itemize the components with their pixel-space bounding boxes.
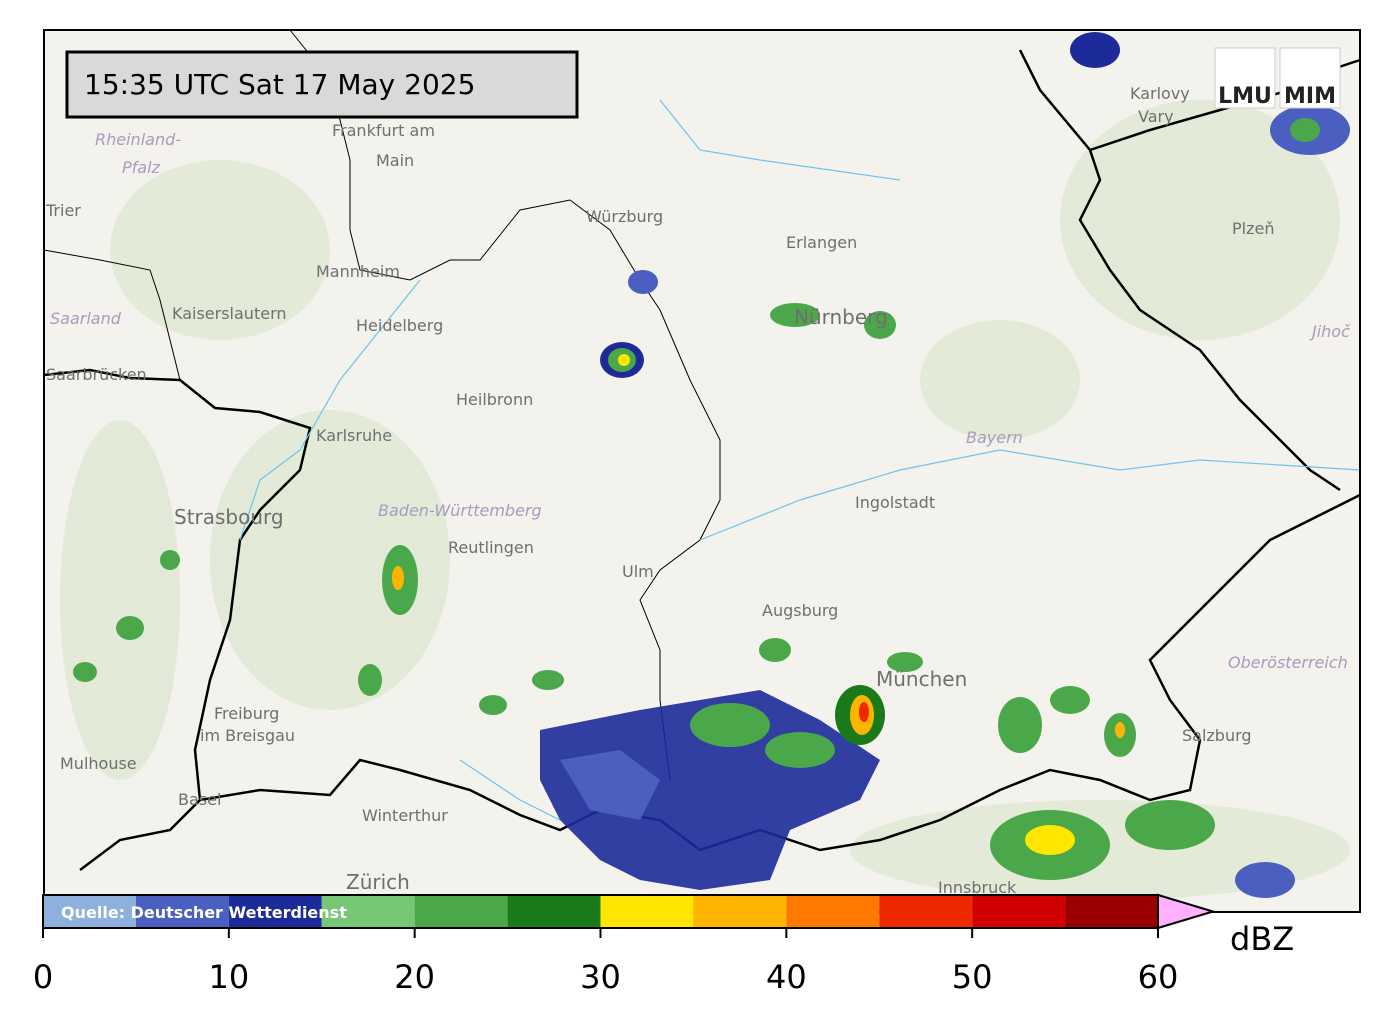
colorbar-segment bbox=[135, 895, 229, 928]
place-label: Winterthur bbox=[362, 806, 448, 825]
place-label: Salzburg bbox=[1182, 726, 1252, 745]
colorbar-segment bbox=[414, 895, 508, 928]
place-label: Karlsruhe bbox=[316, 426, 392, 445]
place-label: Erlangen bbox=[786, 233, 857, 252]
colorbar-segment bbox=[600, 895, 694, 928]
place-label: Freiburg bbox=[214, 704, 279, 723]
place-label: Saarbrücken bbox=[46, 365, 147, 384]
colorbar-segment bbox=[228, 895, 322, 928]
colorbar-segment bbox=[1065, 895, 1158, 928]
colorbar-tick-label: 40 bbox=[766, 958, 807, 996]
state-borders bbox=[43, 29, 721, 781]
place-label: Nürnberg bbox=[794, 305, 888, 329]
place-label: Zürich bbox=[346, 870, 410, 894]
logo-text: LMU bbox=[1218, 84, 1272, 109]
place-label: Vary bbox=[1138, 107, 1174, 126]
place-label: Ingolstadt bbox=[855, 493, 935, 512]
colorbar-tick-label: 0 bbox=[33, 958, 53, 996]
colorbar-tick-label: 50 bbox=[952, 958, 993, 996]
region-label: Bayern bbox=[966, 428, 1023, 447]
region-label: Baden-Württemberg bbox=[378, 501, 542, 520]
place-label: Innsbruck bbox=[938, 878, 1017, 897]
colorbar-segment bbox=[321, 895, 415, 928]
logo-box bbox=[1279, 47, 1341, 109]
radar-echoes bbox=[73, 32, 1350, 898]
colorbar-source: Quelle: Deutscher Wetterdienst bbox=[61, 903, 347, 922]
region-label: Rheinland- bbox=[95, 130, 181, 149]
region-label: Saarland bbox=[50, 309, 122, 328]
place-label: Karlovy bbox=[1130, 84, 1190, 103]
colorbar: Quelle: Deutscher Wetterdienst 0 10 20 30 40 5… bbox=[33, 893, 1294, 996]
colorbar-segment bbox=[693, 895, 787, 928]
logo-box bbox=[1214, 47, 1276, 109]
logo-text: MIM bbox=[1284, 84, 1336, 109]
place-label: Strasbourg bbox=[174, 505, 284, 529]
colorbar-tick-label: 20 bbox=[394, 958, 435, 996]
logo: LMU MIM bbox=[1214, 47, 1341, 109]
place-label: Plzeň bbox=[1232, 219, 1274, 238]
rivers bbox=[239, 99, 1361, 821]
place-label: Heidelberg bbox=[356, 316, 443, 335]
place-label: Reutlingen bbox=[448, 538, 534, 557]
colorbar-tick-label: 30 bbox=[580, 958, 621, 996]
place-label: Mannheim bbox=[316, 262, 400, 281]
colorbar-segment bbox=[786, 895, 880, 928]
colorbar-segment bbox=[879, 895, 973, 928]
region-label: Pfalz bbox=[122, 158, 161, 177]
place-label: Heilbronn bbox=[456, 390, 533, 409]
colorbar-tick-label: 10 bbox=[208, 958, 249, 996]
place-label: Ulm bbox=[622, 562, 654, 581]
place-label: München bbox=[876, 667, 967, 691]
place-label: Main bbox=[376, 151, 414, 170]
place-label: Trier bbox=[45, 201, 81, 220]
timestamp: 15:35 UTC Sat 17 May 2025 bbox=[84, 68, 475, 101]
colorbar-tick-label: 60 bbox=[1138, 958, 1179, 996]
place-label: Kaiserslautern bbox=[172, 304, 287, 323]
place-label: Frankfurt am bbox=[332, 121, 435, 140]
colorbar-unit: dBZ bbox=[1230, 920, 1294, 958]
place-labels: Frankfurt am Main Rheinland- Pfalz Trier… bbox=[45, 84, 1351, 897]
place-label: Mulhouse bbox=[60, 754, 137, 773]
place-label: Basel bbox=[178, 790, 221, 809]
place-label: Würzburg bbox=[586, 207, 663, 226]
colorbar-segment bbox=[972, 895, 1066, 928]
place-label: Augsburg bbox=[762, 601, 838, 620]
colorbar-segment bbox=[43, 895, 136, 928]
timestamp-box bbox=[65, 50, 579, 119]
region-label: Jihoč bbox=[1309, 322, 1351, 341]
place-label: im Breisgau bbox=[200, 726, 295, 745]
colorbar-segment bbox=[507, 895, 601, 928]
region-label: Oberösterreich bbox=[1228, 653, 1348, 672]
